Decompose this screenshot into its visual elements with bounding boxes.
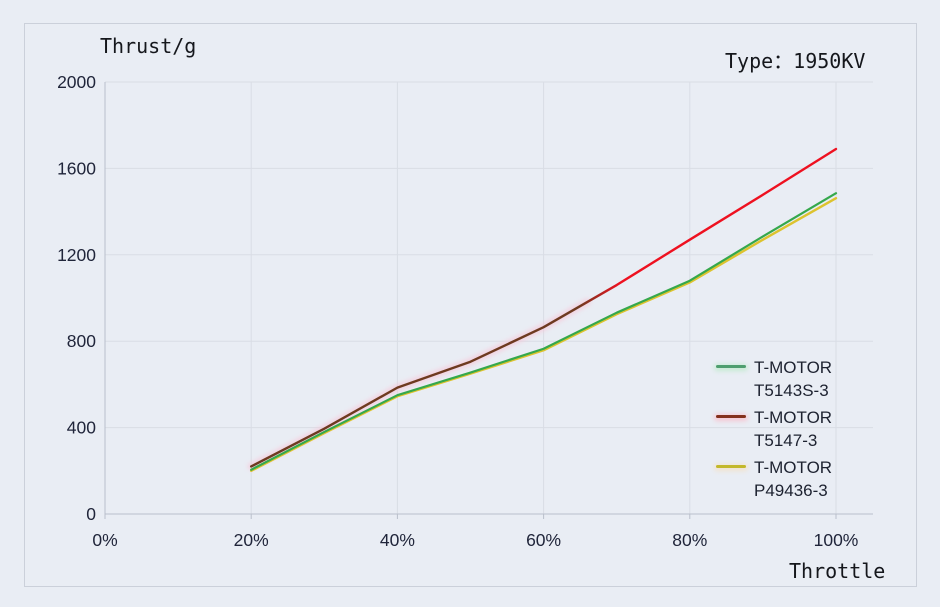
y-tick-label: 2000 (57, 72, 96, 92)
y-tick-label: 400 (67, 418, 96, 438)
chart-frame (24, 23, 917, 587)
motor-type-annotation: Type：1950KV (725, 49, 866, 73)
x-tick-label: 40% (380, 530, 415, 550)
legend-swatch-green (716, 365, 746, 368)
y-tick-label: 1200 (57, 245, 96, 265)
x-tick-label: 60% (526, 530, 561, 550)
legend: T-MOTOR T5143S-3 T-MOTOR T5147-3 T-MOTOR… (716, 356, 906, 506)
legend-model: T5147-3 (754, 431, 818, 450)
y-tick-label: 1600 (57, 158, 96, 178)
series-line-t5147-3 (249, 147, 838, 468)
legend-model: T5143S-3 (754, 381, 829, 400)
legend-label: T-MOTOR P49436-3 (754, 456, 832, 502)
red-line-glow (247, 298, 591, 470)
legend-item-t5143s-3: T-MOTOR T5143S-3 (716, 356, 906, 402)
legend-label: T-MOTOR T5143S-3 (754, 356, 832, 402)
x-tick-label: 20% (234, 530, 269, 550)
legend-label: T-MOTOR T5147-3 (754, 406, 832, 452)
x-tick-label: 80% (672, 530, 707, 550)
legend-model: P49436-3 (754, 481, 828, 500)
y-axis-title: Thrust/g (100, 34, 197, 58)
legend-swatch-red (716, 415, 746, 418)
legend-swatch-yellow (716, 465, 746, 468)
legend-brand: T-MOTOR (754, 408, 833, 427)
series-line-t5143s-3 (250, 192, 838, 471)
y-tick-label: 800 (67, 331, 96, 351)
legend-item-t5147-3: T-MOTOR T5147-3 (716, 406, 906, 452)
y-tick-label: 0 (86, 504, 96, 524)
legend-brand: T-MOTOR (754, 358, 833, 377)
x-axis-title: Throttle (789, 559, 886, 583)
x-tick-label: 0% (92, 530, 117, 550)
legend-brand: T-MOTOR (754, 458, 833, 477)
legend-item-p49436-3: T-MOTOR P49436-3 (716, 456, 906, 502)
x-tick-label: 100% (814, 530, 859, 550)
